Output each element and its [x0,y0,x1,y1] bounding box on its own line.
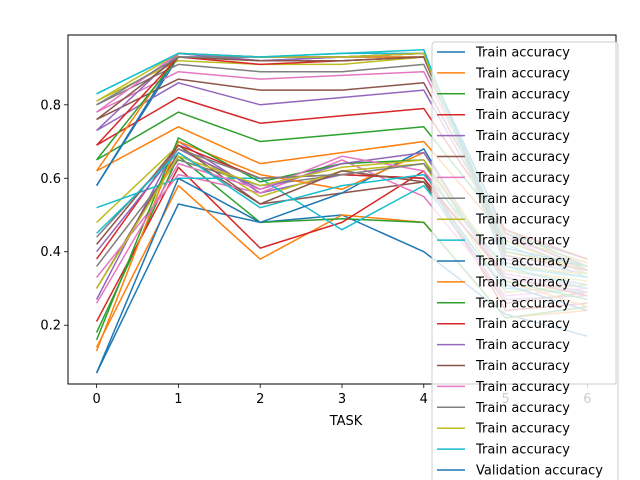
legend-label: Train accuracy [475,317,570,332]
x-tick-label: 0 [92,392,100,407]
y-axis-ticks: 0.2 0.4 0.6 0.8 [40,98,68,334]
legend-label: Train accuracy [475,87,570,102]
legend-label: Train accuracy [475,108,570,123]
legend-label: Train accuracy [475,422,570,437]
legend-label: Train accuracy [475,338,570,353]
legend-label: Train accuracy [475,380,570,395]
legend-label: Train accuracy [475,359,570,374]
legend: Train accuracy Train accuracy Train accura… [431,41,619,480]
y-tick-label: 0.4 [40,245,61,260]
legend-label: Train accuracy [475,171,570,186]
legend-label: Train accuracy [475,66,570,81]
y-tick-label: 0.6 [40,172,61,187]
legend-label: Train accuracy [475,234,570,249]
legend-label: Validation accuracy [476,464,603,479]
y-tick-label: 0.8 [40,98,61,113]
legend-label: Train accuracy [475,129,570,144]
legend-label: Train accuracy [475,46,570,61]
legend-label: Train accuracy [475,150,570,165]
legend-label: Train accuracy [475,213,570,228]
legend-label: Train accuracy [475,296,570,311]
legend-label: Train accuracy [475,401,570,416]
x-axis-label: TASK [329,414,363,429]
legend-label: Train accuracy [475,443,570,458]
x-tick-label: 1 [174,392,182,407]
y-tick-label: 0.2 [40,319,61,334]
x-tick-label: 3 [338,392,346,407]
x-tick-label: 2 [256,392,264,407]
legend-frame [431,41,619,480]
legend-label: Train accuracy [475,192,570,207]
x-tick-label: 4 [420,392,428,407]
legend-label: Train accuracy [475,275,570,290]
legend-label: Train accuracy [475,255,570,270]
